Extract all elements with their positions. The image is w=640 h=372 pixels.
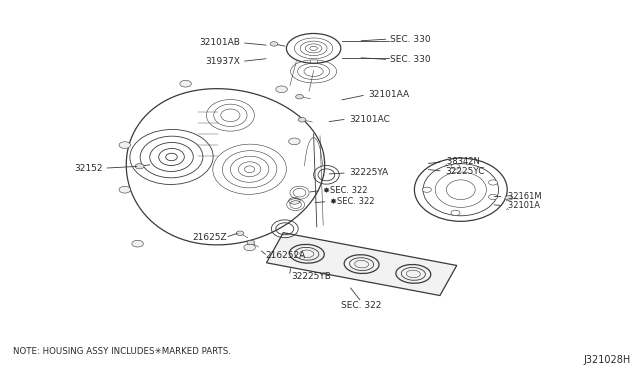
Circle shape <box>451 210 460 215</box>
Text: 32225YB: 32225YB <box>291 272 331 280</box>
Circle shape <box>505 196 513 200</box>
Circle shape <box>488 194 497 199</box>
Polygon shape <box>266 233 457 295</box>
Circle shape <box>247 240 255 245</box>
Circle shape <box>132 240 143 247</box>
Text: 216252A: 216252A <box>266 251 306 260</box>
Circle shape <box>422 187 431 192</box>
Circle shape <box>488 180 497 185</box>
Text: SEC. 330: SEC. 330 <box>390 55 431 64</box>
Circle shape <box>289 198 300 204</box>
Text: 32101AB: 32101AB <box>199 38 240 47</box>
Text: SEC. 322: SEC. 322 <box>341 301 382 310</box>
Text: 32101AC: 32101AC <box>349 115 390 124</box>
Circle shape <box>135 164 144 169</box>
Text: ‸32101A: ‸32101A <box>506 201 541 210</box>
Text: ‸32161M: ‸32161M <box>506 192 542 201</box>
Text: 21625Z: 21625Z <box>193 233 227 242</box>
Circle shape <box>298 118 306 122</box>
Text: 31937X: 31937X <box>205 57 240 66</box>
Circle shape <box>296 94 303 99</box>
Text: ✸SEC. 322: ✸SEC. 322 <box>323 186 368 195</box>
Circle shape <box>180 80 191 87</box>
Circle shape <box>236 231 244 235</box>
Text: ✸SEC. 322: ✸SEC. 322 <box>330 197 374 206</box>
Circle shape <box>119 186 131 193</box>
Circle shape <box>244 244 255 251</box>
Text: J321028H: J321028H <box>583 355 630 365</box>
Text: 32152: 32152 <box>74 164 102 173</box>
Text: NOTE: HOUSING ASSY INCLUDES✳MARKED PARTS.: NOTE: HOUSING ASSY INCLUDES✳MARKED PARTS… <box>13 347 230 356</box>
Circle shape <box>289 138 300 145</box>
Text: SEC. 330: SEC. 330 <box>390 35 431 44</box>
Circle shape <box>270 42 278 46</box>
Text: ‸38342N: ‸38342N <box>445 157 481 166</box>
Text: 32225YC: 32225YC <box>445 167 484 176</box>
Text: 32101AA: 32101AA <box>368 90 409 99</box>
Circle shape <box>451 164 460 169</box>
Text: 32225YA: 32225YA <box>349 169 388 177</box>
Circle shape <box>119 142 131 148</box>
Circle shape <box>276 86 287 93</box>
